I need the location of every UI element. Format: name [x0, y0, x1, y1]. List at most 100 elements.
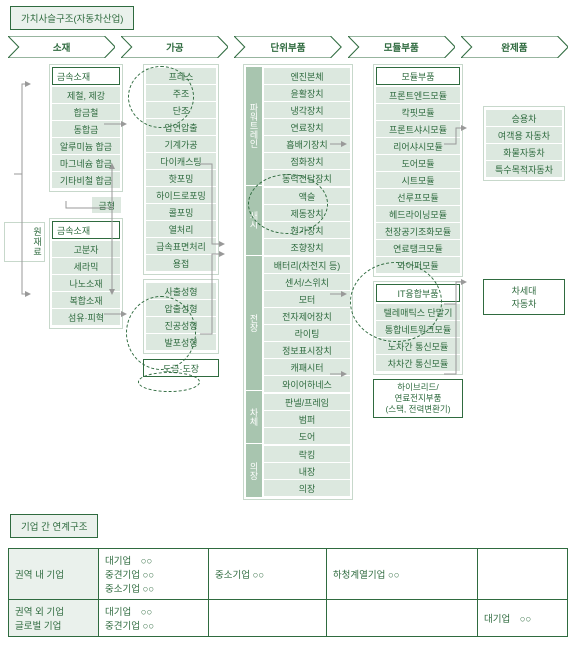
t-r2c1: 권역 외 기업 글로벌 기업: [9, 600, 99, 637]
raw-material-label: 원재료: [4, 222, 45, 262]
list-item: 연료탱크모듈: [376, 240, 460, 256]
list-item: 콜포밍: [146, 204, 216, 220]
list-item: 동합금: [52, 121, 120, 137]
cat-powertrain: 파워트레인: [246, 67, 262, 185]
metal-header: 금속소재: [52, 67, 120, 85]
t-r1c5: [478, 549, 568, 600]
list-item: 세라믹: [52, 258, 120, 274]
list-item: 기계가공: [146, 136, 216, 152]
stage-1: 소재: [8, 36, 115, 58]
list-item: 텔레매틱스 단말기: [376, 304, 460, 320]
coating-box: 도금·도장: [143, 359, 219, 377]
list-item: 복합소재: [52, 292, 120, 308]
list-item: 판넬/프레임: [264, 394, 350, 410]
list-item: 합금철: [52, 104, 120, 120]
col-finished: 승용차여객용 자동차화물자동차특수목적자동차 차세대 자동차: [483, 64, 565, 315]
list-modules: 프론트엔드모듈칵핏모듈프론트샤시모듈리어샤시모듈도어모듈시트모듈선루프모듈헤드라…: [376, 87, 460, 273]
list-item: 와이어하네스: [264, 376, 350, 392]
cat-body: 차체: [246, 391, 262, 444]
list-pt: 엔진본체윤활장치냉각장치연료장치흡배기장치점화장치동력전달장치: [264, 67, 350, 187]
t-r1c2: 대기업 ○○ 중견기업 ○○ 중소기업 ○○: [99, 549, 209, 600]
stage-2: 가공: [121, 36, 228, 58]
it-header: IT융합부품: [376, 284, 460, 302]
list-item: 현가장치: [264, 222, 350, 238]
hybrid-box: 하이브리드/ 연료전지부품 (스택, 전력변환기): [373, 379, 463, 418]
t-r1c3: 중소기업 ○○: [209, 549, 327, 600]
list-item: 센서/스위치: [264, 274, 350, 290]
list-item: 압연압출: [146, 119, 216, 135]
list-item: 와이퍼모듈: [376, 257, 460, 273]
stage-3: 단위부품: [234, 36, 341, 58]
list-item: 하이드로포밍: [146, 187, 216, 203]
list-item: 내장: [264, 463, 350, 479]
linkage-table: 권역 내 기업 대기업 ○○ 중견기업 ○○ 중소기업 ○○ 중소기업 ○○ 하…: [8, 548, 568, 637]
list-item: 발포성형: [146, 334, 216, 350]
nextgen-box: 차세대 자동차: [483, 279, 565, 315]
list-item: 모터: [264, 291, 350, 307]
col-materials: 금속소재 제철, 제강합금철동합금알루미늄 합금마그네슘 합금기타비철 합금 금…: [49, 64, 123, 329]
group-modules: 모듈부품 프론트엔드모듈칵핏모듈프론트샤시모듈리어샤시모듈도어모듈시트모듈선루프…: [373, 64, 463, 277]
col-processing: 프레스주조단조압연압출기계가공다이캐스팅핫포밍하이드로포밍콜포밍열처리급속표면처…: [143, 64, 219, 378]
list-item: 라이팅: [264, 325, 350, 341]
list-item: 연료장치: [264, 119, 350, 135]
group-metal: 금속소재 제철, 제강합금철동합금알루미늄 합금마그네슘 합금기타비철 합금: [49, 64, 123, 192]
list-item: 노차간 통신모듈: [376, 338, 460, 354]
list-item: 캐패시터: [264, 359, 350, 375]
list-item: 엔진본체: [264, 68, 350, 84]
list-item: 특수목적자동차: [486, 161, 562, 177]
list-finished: 승용차여객용 자동차화물자동차특수목적자동차: [486, 110, 562, 177]
modules-header: 모듈부품: [376, 67, 460, 85]
metal-mold: 금형: [92, 197, 121, 213]
list-item: 도어: [264, 428, 350, 444]
list-item: 전자제어장치: [264, 308, 350, 324]
list-item: 고분자: [52, 241, 120, 257]
list-item: 용접: [146, 255, 216, 271]
cat-electrical: 전장: [246, 256, 262, 390]
list-item: 제동장치: [264, 205, 350, 221]
list-item: 단조: [146, 102, 216, 118]
list-body: 판넬/프레임범퍼도어: [264, 393, 350, 445]
list-item: 마그네슘 합금: [52, 155, 120, 171]
diagram-area: 원재료 금속소재 제철, 제강합금철동합금알루미늄 합금마그네슘 합금기타비철 …: [0, 64, 576, 508]
list-item: 진공성형: [146, 317, 216, 333]
col-modules: 모듈부품 프론트엔드모듈칵핏모듈프론트샤시모듈리어샤시모듈도어모듈시트모듈선루프…: [373, 64, 463, 418]
list-item: 프론트샤시모듈: [376, 121, 460, 137]
list-item: 사출성형: [146, 283, 216, 299]
stage-5: 완제품: [461, 36, 568, 58]
list-item: 여객용 자동차: [486, 127, 562, 143]
list-metal: 제철, 제강합금철동합금알루미늄 합금마그네슘 합금기타비철 합금: [52, 87, 120, 188]
list-item: 천장공기조화모듈: [376, 223, 460, 239]
list-item: 시트모듈: [376, 172, 460, 188]
list-item: 승용차: [486, 110, 562, 126]
t-r2c5: 대기업 ○○: [478, 600, 568, 637]
list-nonmetal: 고분자세라믹나노소재복합소재섬유·피혁: [52, 241, 120, 325]
list-item: 리어샤시모듈: [376, 138, 460, 154]
list-item: 차차간 통신모듈: [376, 355, 460, 371]
nonmetal-header: 금속소재: [52, 221, 120, 239]
list-it: 텔레매틱스 단말기통합네트워크모듈노차간 통신모듈차차간 통신모듈: [376, 304, 460, 371]
group-proc1: 프레스주조단조압연압출기계가공다이캐스팅핫포밍하이드로포밍콜포밍열처리급속표면처…: [143, 64, 219, 275]
list-item: 기타비철 합금: [52, 172, 120, 188]
list-proc2: 사출성형압출성형진공성형발포성형: [146, 283, 216, 350]
list-item: 선루프모듈: [376, 189, 460, 205]
col-unit-parts: 파워트레인 새시 전장 차체 의장 엔진본체윤활장치냉각장치연료장치흡배기장치점…: [243, 64, 353, 500]
group-it: IT융합부품 텔레매틱스 단말기통합네트워크모듈노차간 통신모듈차차간 통신모듈: [373, 281, 463, 375]
linkage-title: 기업 간 연계구조: [10, 514, 98, 538]
stage-header-row: 소재 가공 단위부품 모듈부품 완제품: [0, 36, 576, 64]
list-item: 섬유·피혁: [52, 309, 120, 325]
group-proc2: 사출성형압출성형진공성형발포성형: [143, 279, 219, 354]
list-item: 압출성형: [146, 300, 216, 316]
t-r2c4: [326, 600, 477, 637]
list-item: 통합네트워크모듈: [376, 321, 460, 337]
list-item: 프레스: [146, 68, 216, 84]
list-int: 락킹내장의장: [264, 445, 350, 497]
list-item: 헤드라이닝모듈: [376, 206, 460, 222]
cat-interior: 의장: [246, 444, 262, 497]
list-item: 정보표시장치: [264, 342, 350, 358]
group-nonmetal: 금속소재 고분자세라믹나노소재복합소재섬유·피혁: [49, 218, 123, 329]
list-item: 급속표면처리: [146, 238, 216, 254]
list-item: 배터리(차전지 등): [264, 257, 350, 273]
cat-chassis: 새시: [246, 186, 262, 255]
list-item: 제철, 제강: [52, 87, 120, 103]
list-item: 칵핏모듈: [376, 104, 460, 120]
